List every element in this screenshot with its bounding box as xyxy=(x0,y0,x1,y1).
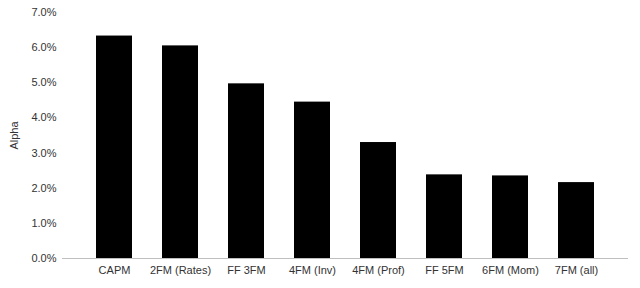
svg-text:1.0%: 1.0% xyxy=(31,217,56,229)
svg-text:CAPM: CAPM xyxy=(99,264,131,276)
svg-text:4.0%: 4.0% xyxy=(31,111,56,123)
svg-text:6FM (Mom): 6FM (Mom) xyxy=(482,264,539,276)
svg-text:2FM (Rates): 2FM (Rates) xyxy=(150,264,211,276)
svg-text:7FM (all): 7FM (all) xyxy=(555,264,598,276)
svg-text:2.0%: 2.0% xyxy=(31,182,56,194)
svg-text:5.0%: 5.0% xyxy=(31,76,56,88)
svg-text:FF 3FM: FF 3FM xyxy=(227,264,266,276)
svg-text:6.0%: 6.0% xyxy=(31,41,56,53)
svg-text:4FM (Inv): 4FM (Inv) xyxy=(289,264,336,276)
svg-text:FF 5FM: FF 5FM xyxy=(425,264,464,276)
svg-text:7.0%: 7.0% xyxy=(31,6,56,18)
svg-text:0.0%: 0.0% xyxy=(31,252,56,264)
svg-text:3.0%: 3.0% xyxy=(31,147,56,159)
svg-text:4FM (Prof): 4FM (Prof) xyxy=(352,264,405,276)
svg-text:Alpha: Alpha xyxy=(8,121,20,150)
